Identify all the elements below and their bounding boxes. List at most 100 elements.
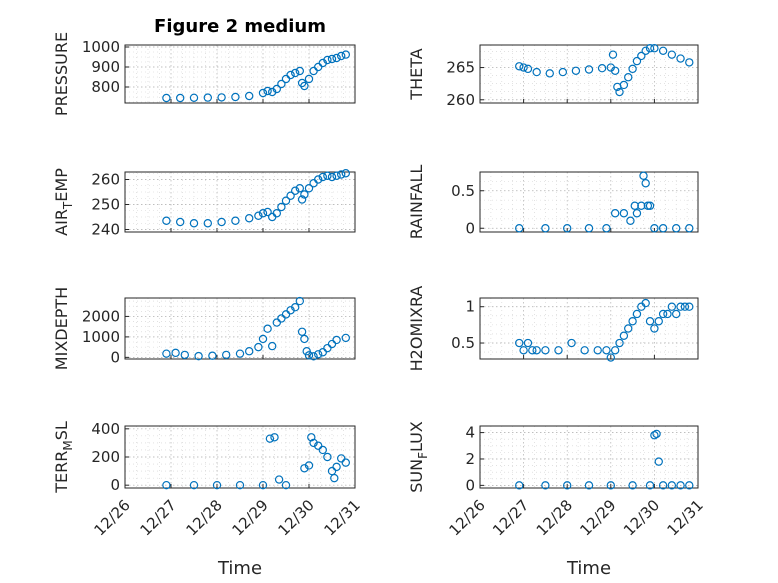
y-tick-label: 4 bbox=[465, 424, 475, 442]
y-tick-label: 240 bbox=[91, 221, 120, 239]
data-point bbox=[217, 217, 226, 227]
data-point bbox=[645, 44, 655, 53]
data-point bbox=[217, 93, 226, 102]
data-point bbox=[667, 481, 677, 490]
data-point bbox=[610, 66, 620, 75]
data-point bbox=[632, 56, 642, 66]
data-point bbox=[641, 179, 650, 188]
data-point bbox=[558, 67, 568, 77]
x-tick-label: 12/30 bbox=[620, 496, 663, 539]
y-tick-label: 0 bbox=[465, 476, 475, 494]
data-point bbox=[212, 480, 222, 490]
data-point bbox=[270, 433, 279, 442]
data-point bbox=[541, 224, 550, 233]
data-point bbox=[630, 201, 639, 210]
y-axis-label: RAINFALL bbox=[407, 165, 426, 240]
data-point bbox=[624, 73, 633, 82]
data-point bbox=[652, 429, 661, 439]
data-point bbox=[258, 480, 268, 490]
y-tick-label: 1000 bbox=[82, 328, 120, 346]
data-point bbox=[291, 186, 300, 195]
data-point bbox=[297, 195, 307, 204]
data-point bbox=[286, 70, 295, 80]
data-point bbox=[532, 346, 541, 355]
data-point bbox=[645, 317, 655, 326]
data-point bbox=[571, 66, 581, 75]
data-point bbox=[515, 481, 524, 490]
subplot-terrmsl: 12/26 12/27 12/28 12/29 12/30 12/31 0 200 400 TER… bbox=[52, 420, 364, 579]
data-point bbox=[314, 350, 323, 359]
data-point bbox=[309, 438, 318, 448]
data-point bbox=[263, 207, 272, 217]
data-point bbox=[615, 87, 624, 97]
subplot-mixdepth: 0 1000 2000 MIXDEPTH bbox=[52, 287, 356, 370]
y-tick-label: 2000 bbox=[82, 307, 120, 325]
data-point bbox=[619, 331, 629, 340]
data-point bbox=[584, 65, 594, 74]
data-point bbox=[323, 452, 332, 462]
data-point bbox=[532, 67, 541, 77]
data-point bbox=[672, 224, 681, 233]
data-point bbox=[235, 480, 245, 490]
data-point bbox=[658, 481, 668, 490]
data-point bbox=[274, 475, 284, 484]
data-point bbox=[291, 303, 300, 312]
data-point bbox=[341, 458, 350, 467]
data-point bbox=[221, 350, 231, 360]
data-point bbox=[676, 54, 685, 63]
data-point bbox=[295, 184, 304, 193]
data-point bbox=[584, 224, 594, 233]
x-axis-label: Time bbox=[566, 558, 611, 579]
x-tick-label: 12/29 bbox=[229, 496, 272, 539]
axes-box bbox=[124, 44, 356, 104]
data-point bbox=[300, 334, 309, 344]
data-point bbox=[610, 209, 620, 218]
data-point bbox=[519, 346, 528, 355]
data-point bbox=[632, 209, 642, 218]
y-tick-label: 0 bbox=[110, 476, 120, 494]
data-point bbox=[277, 79, 286, 89]
data-point bbox=[327, 172, 337, 182]
y-tick-label: 900 bbox=[91, 58, 120, 76]
data-point bbox=[277, 202, 286, 212]
data-point bbox=[515, 224, 524, 233]
data-point bbox=[281, 310, 291, 319]
y-tick-label: 0.5 bbox=[451, 334, 475, 352]
data-point bbox=[650, 431, 659, 440]
data-point bbox=[341, 50, 350, 59]
data-point bbox=[332, 53, 341, 63]
data-point bbox=[281, 480, 291, 490]
axes-box bbox=[479, 425, 699, 489]
data-point bbox=[645, 481, 655, 490]
x-tick-label: 12/29 bbox=[576, 496, 619, 539]
data-point bbox=[593, 346, 602, 355]
data-point bbox=[189, 93, 199, 103]
data-point bbox=[628, 481, 637, 490]
data-point bbox=[645, 201, 655, 210]
data-point bbox=[606, 481, 616, 490]
data-point bbox=[563, 224, 572, 233]
data-point bbox=[654, 457, 663, 466]
y-tick-label: 1 bbox=[465, 298, 475, 316]
data-point bbox=[323, 171, 332, 180]
x-tick-label: 12/28 bbox=[533, 496, 576, 539]
data-point bbox=[309, 66, 318, 76]
data-point bbox=[632, 309, 642, 319]
subplot-h2omixra: 0.5 1 H2OMIXRA bbox=[407, 286, 699, 371]
data-point bbox=[300, 190, 309, 199]
y-tick-label: 1000 bbox=[82, 38, 120, 56]
data-point bbox=[231, 216, 240, 225]
axes-box bbox=[479, 44, 699, 104]
data-point bbox=[203, 93, 212, 102]
data-point bbox=[628, 64, 637, 74]
data-point bbox=[175, 217, 185, 227]
data-point bbox=[641, 298, 650, 308]
data-point bbox=[254, 211, 263, 220]
data-point bbox=[189, 480, 199, 490]
data-point bbox=[337, 51, 346, 61]
data-point bbox=[302, 347, 311, 356]
data-point bbox=[194, 351, 203, 361]
data-point bbox=[637, 51, 646, 61]
data-point bbox=[304, 461, 314, 470]
data-point bbox=[277, 314, 286, 323]
